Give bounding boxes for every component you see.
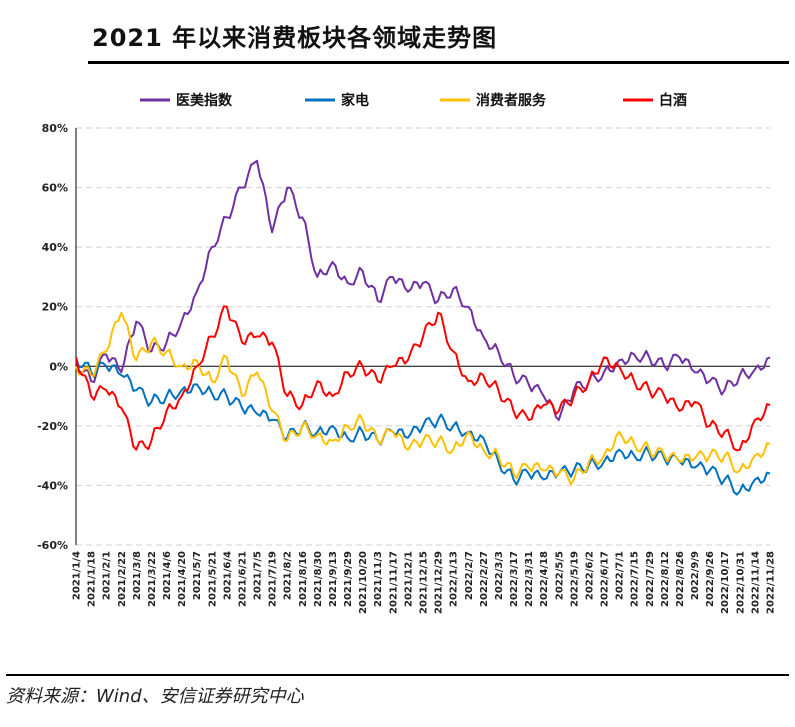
x-tick-label: 2022/10/31	[735, 551, 746, 614]
series-line-1	[75, 159, 771, 421]
y-axis: 80% 60% 40% 20% 0% -20% -40% -60%	[37, 122, 77, 552]
x-tick-label: 2022/7/29	[645, 551, 656, 607]
x-tick-label: 2021/7/5	[253, 551, 264, 600]
x-tick-label: 2021/11/17	[388, 551, 399, 614]
x-axis: 2021/1/4 2021/1/18 2021/2/1 2021/2/22 2021/3…	[72, 365, 777, 614]
y-tick-label: 80%	[42, 122, 68, 135]
y-tick-label: -60%	[37, 539, 68, 552]
y-tick-label: 20%	[42, 301, 68, 314]
x-tick-label: 2021/2/1	[102, 551, 113, 600]
legend-label-2: 家电	[341, 92, 369, 109]
x-tick-label: 2021/8/2	[283, 551, 294, 600]
x-tick-label: 2022/11/28	[766, 551, 777, 614]
x-tick-label: 2021/7/19	[268, 551, 279, 607]
x-tick-label: 2021/6/21	[237, 551, 248, 607]
x-tick-label: 2021/3/8	[132, 551, 143, 600]
x-tick-label: 2021/1/4	[72, 551, 83, 600]
x-tick-label: 2022/3/17	[509, 551, 520, 607]
legend-label-1: 医美指数	[176, 92, 233, 109]
x-tick-label: 2022/8/26	[675, 551, 686, 607]
x-tick-label: 2021/12/1	[403, 551, 414, 607]
x-tick-label: 2022/3/31	[524, 551, 535, 607]
x-tick-label: 2022/7/15	[630, 551, 641, 607]
x-tick-label: 2021/11/3	[373, 551, 384, 607]
x-tick-label: 2022/5/5	[554, 551, 565, 600]
x-tick-label: 2021/12/15	[419, 551, 430, 614]
chart: 医美指数 家电 消费者服务 白酒 80% 60% 40% 20% 0% -20% -40% -60%…	[37, 92, 777, 614]
footer-rule	[6, 674, 789, 676]
series-line-2	[75, 357, 771, 496]
x-tick-label: 2022/8/12	[660, 551, 671, 607]
x-tick-label: 2022/11/14	[750, 551, 761, 614]
x-tick-label: 2021/10/20	[358, 551, 369, 614]
x-tick-label: 2022/2/27	[479, 551, 490, 607]
chart-title: 2021 年以来消费板块各领域走势图	[92, 24, 498, 52]
x-tick-label: 2021/2/22	[117, 551, 128, 607]
series-line-3	[75, 311, 771, 486]
x-tick-label: 2022/9/26	[705, 551, 716, 607]
y-tick-label: 0%	[49, 360, 68, 373]
y-tick-label: -20%	[37, 420, 68, 433]
y-tick-label: -40%	[37, 479, 68, 492]
x-tick-label: 2021/8/16	[298, 551, 309, 607]
x-tick-label: 2021/5/21	[207, 551, 218, 607]
x-tick-label: 2021/12/29	[434, 551, 445, 614]
legend: 医美指数 家电 消费者服务 白酒	[140, 92, 687, 109]
x-tick-label: 2021/4/20	[177, 551, 188, 607]
x-tick-label: 2022/10/17	[720, 551, 731, 614]
x-tick-label: 2021/9/13	[328, 551, 339, 607]
x-tick-label: 2021/6/4	[222, 551, 233, 600]
x-tick-label: 2022/6/2	[584, 551, 595, 600]
x-tick-label: 2022/5/19	[569, 551, 580, 607]
y-tick-label: 60%	[42, 182, 68, 195]
series-line-4	[75, 305, 771, 452]
x-tick-label: 2021/8/30	[313, 551, 324, 607]
x-tick-label: 2022/9/9	[690, 551, 701, 600]
x-tick-label: 2021/1/18	[87, 551, 98, 607]
y-tick-label: 40%	[42, 241, 68, 254]
x-tick-label: 2021/9/29	[343, 551, 354, 607]
plot-area	[75, 159, 771, 496]
x-tick-label: 2022/2/7	[464, 551, 475, 600]
legend-label-3: 消费者服务	[476, 92, 547, 109]
x-tick-label: 2022/7/1	[615, 551, 626, 600]
x-tick-label: 2021/3/22	[147, 551, 158, 607]
source-note: 资料来源：Wind、安信证券研究中心	[6, 686, 304, 707]
x-tick-label: 2022/3/3	[494, 551, 505, 600]
x-tick-label: 2022/6/17	[600, 551, 611, 607]
x-tick-label: 2021/5/7	[192, 551, 203, 600]
x-tick-label: 2022/4/18	[539, 551, 550, 607]
x-tick-label: 2021/4/6	[162, 551, 173, 600]
legend-label-4: 白酒	[659, 92, 687, 109]
title-underline	[88, 61, 789, 64]
x-tick-label: 2022/1/13	[449, 551, 460, 607]
